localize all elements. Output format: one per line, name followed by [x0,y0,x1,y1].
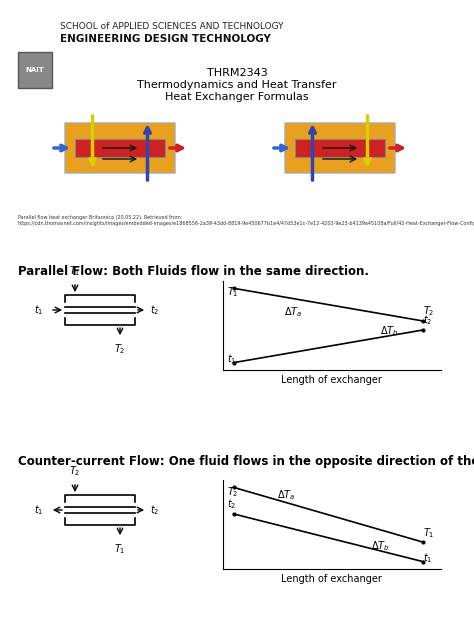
Text: $T_2$: $T_2$ [69,464,81,478]
Text: $T_2$: $T_2$ [423,305,435,319]
Text: $\Delta T_b$: $\Delta T_b$ [371,539,390,553]
Text: Parallel Flow: Both Fluids flow in the same direction.: Parallel Flow: Both Fluids flow in the s… [18,265,369,278]
Text: $\Delta T_b$: $\Delta T_b$ [380,324,398,338]
Text: $t_2$: $t_2$ [150,503,159,517]
Text: Counter-current Flow: One fluid flows in the opposite direction of the other.: Counter-current Flow: One fluid flows in… [18,455,474,468]
Text: ENGINEERING DESIGN TECHNOLOGY: ENGINEERING DESIGN TECHNOLOGY [60,34,271,44]
Text: THRM2343: THRM2343 [207,68,267,78]
Text: $T_1$: $T_1$ [227,286,239,300]
Text: $t_1$: $t_1$ [34,503,43,517]
FancyBboxPatch shape [65,123,175,173]
Text: Thermodynamics and Heat Transfer: Thermodynamics and Heat Transfer [137,80,337,90]
Text: $\Delta T_a$: $\Delta T_a$ [277,488,296,502]
Text: Heat Exchanger Formulas: Heat Exchanger Formulas [165,92,309,102]
Bar [75,139,165,157]
FancyBboxPatch shape [285,123,395,173]
Text: $t_1$: $t_1$ [423,552,433,565]
Text: $T_1$: $T_1$ [114,542,126,556]
Text: SCHOOL of APPLIED SCIENCES AND TECHNOLOGY: SCHOOL of APPLIED SCIENCES AND TECHNOLOG… [60,22,283,31]
Text: $T_2$: $T_2$ [114,342,126,356]
Text: $t_1$: $t_1$ [34,303,43,317]
Text: $t_2$: $t_2$ [423,313,433,327]
Bar [18,52,52,88]
Text: $T_2$: $T_2$ [227,485,238,499]
Text: Parallel flow heat exchanger Britannica (20.05.22). Retrieved from: https://cdn.: Parallel flow heat exchanger Britannica … [18,215,474,226]
Text: $t_1$: $t_1$ [227,353,237,366]
Text: NAIT: NAIT [26,67,45,73]
Text: $\Delta T_a$: $\Delta T_a$ [284,305,302,319]
Bar [295,139,385,157]
Text: $T_1$: $T_1$ [69,264,81,278]
Text: $t_2$: $t_2$ [227,497,237,511]
Text: $t_2$: $t_2$ [150,303,159,317]
X-axis label: Length of exchanger: Length of exchanger [282,375,382,386]
X-axis label: Length of exchanger: Length of exchanger [282,574,382,585]
Text: $T_1$: $T_1$ [423,526,435,540]
